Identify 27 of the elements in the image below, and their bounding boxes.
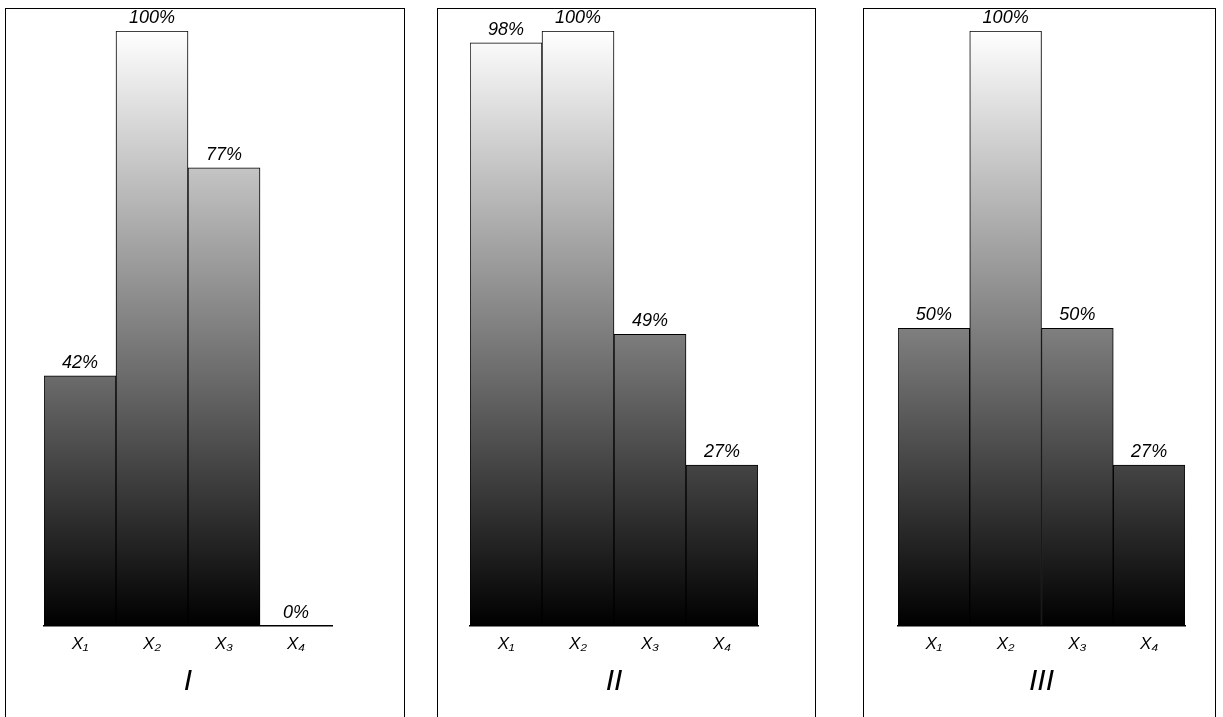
x-tick-label: X₂ [142,633,162,653]
data-label: 100% [128,7,176,27]
data-label: 50% [1059,304,1096,325]
data-label: 77% [205,143,243,164]
data-label: 100% [982,7,1029,27]
x-tick-label: X₁ [70,633,89,653]
x-tick-label: X₄ [1139,633,1159,653]
data-label: 98% [487,18,525,39]
x-tick-label: X₂ [995,633,1016,653]
data-label: 42% [61,351,99,372]
data-label: 100% [554,7,602,27]
x-tick-label: X₁ [924,633,943,653]
x-tick-label: X₂ [568,633,588,653]
data-label: 49% [631,310,669,331]
data-label: 27% [702,441,741,462]
x-tick-label: X₃ [1067,633,1087,653]
data-label: 0% [282,601,310,622]
data-label: 27% [1130,441,1168,462]
x-tick-label: X₁ [496,633,515,653]
x-tick-label: X₃ [639,633,660,653]
x-tick-label: X₄ [285,633,306,653]
data-label: 50% [915,304,952,325]
x-axis-title: II [605,663,623,697]
x-axis-title: III [1028,663,1055,697]
x-tick-label: X₃ [213,633,234,653]
x-axis-title: I [183,663,193,697]
x-tick-label: X₄ [711,633,732,653]
